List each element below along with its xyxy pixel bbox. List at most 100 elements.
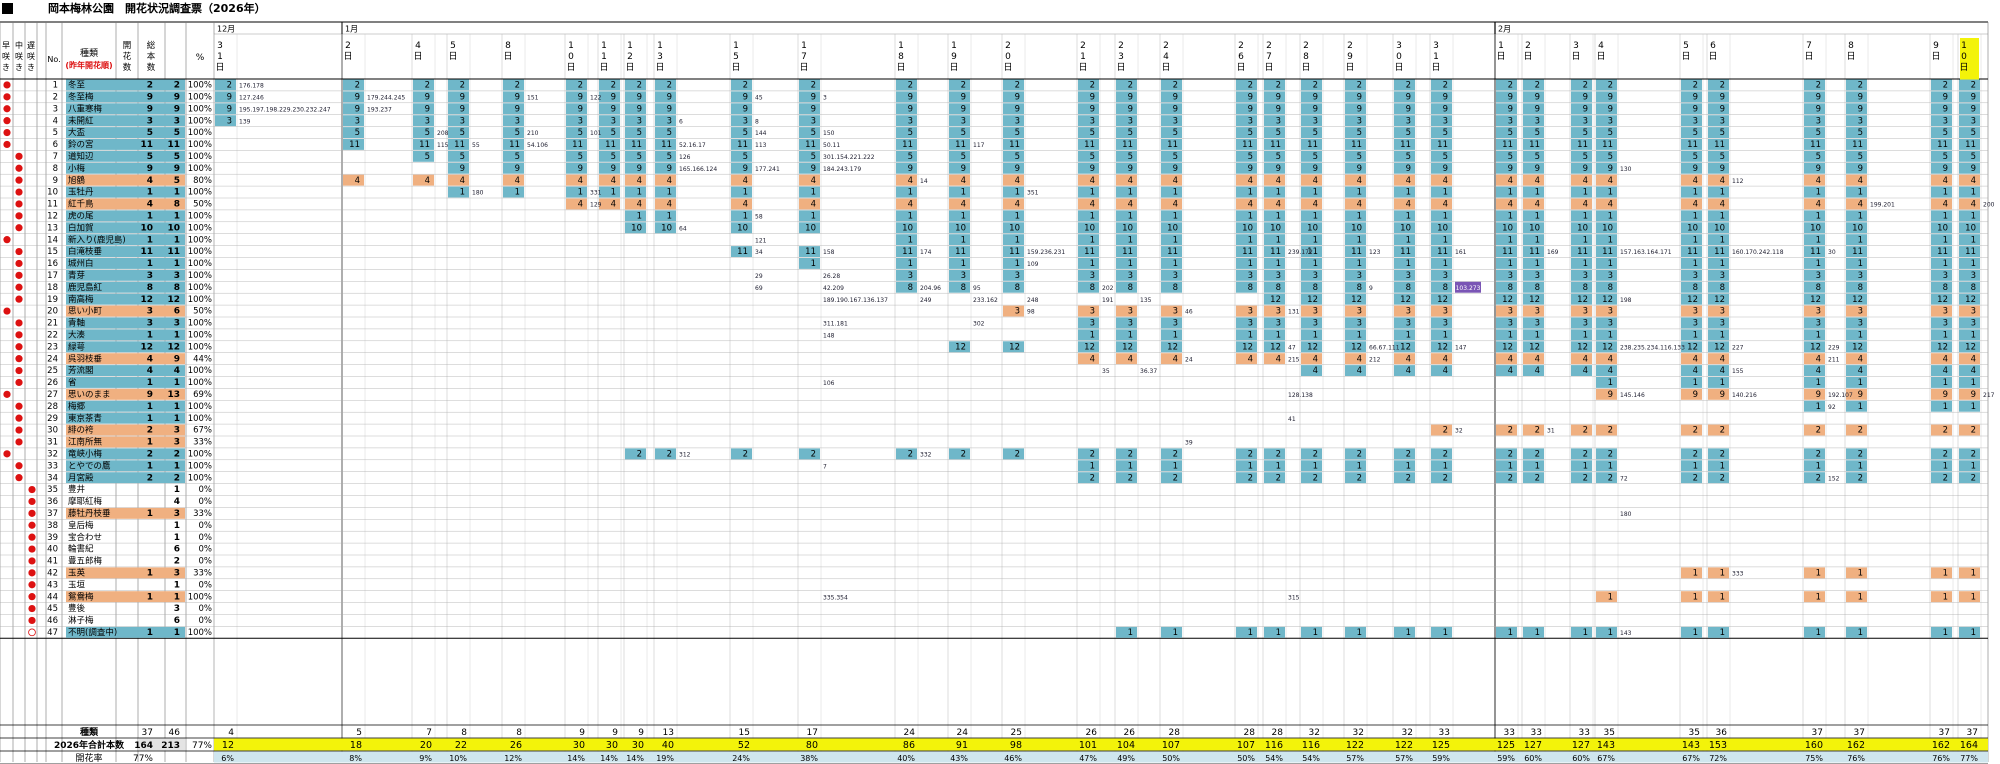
- row-number: 27: [47, 390, 58, 400]
- daily-count: 5: [1816, 128, 1821, 138]
- daily-count: 3: [1535, 319, 1540, 329]
- daily-bloom-cell: [1394, 269, 1415, 281]
- daily-bloom-cell: [1708, 269, 1729, 281]
- category-header-char: き: [2, 63, 10, 72]
- daily-bloom-cell: [1959, 150, 1980, 162]
- daily-count: 2: [1406, 81, 1411, 91]
- daily-kinds-count: 37: [1812, 728, 1823, 738]
- tree-number-note: 14: [920, 178, 928, 185]
- daily-bloom-cell: [1345, 448, 1366, 460]
- daily-bloom-cell: [799, 246, 820, 257]
- daily-count: 2: [1971, 81, 1976, 91]
- daily-count: 9: [1508, 164, 1513, 174]
- daily-bloom-cell: [1431, 222, 1452, 234]
- tree-number-note: 34: [755, 249, 763, 256]
- daily-count: 4: [1443, 176, 1448, 186]
- daily-count: 9: [1276, 92, 1281, 102]
- daily-count: 5: [961, 128, 966, 138]
- tree-number-note: 238.235.234.116.133: [1620, 344, 1685, 351]
- row-percent: 80%: [193, 176, 212, 186]
- date-header-char: 1: [1433, 52, 1439, 62]
- daily-count: 1: [1971, 568, 1976, 578]
- daily-bloom-cell: [1708, 341, 1729, 353]
- daily-count: 5: [1128, 152, 1133, 162]
- kind-cell-fill: [66, 412, 138, 424]
- date-header-char: 日: [1003, 62, 1012, 73]
- daily-kinds-count: 8: [516, 728, 522, 738]
- daily-bloom-cell: [896, 281, 917, 293]
- daily-count: 9: [1608, 164, 1613, 174]
- daily-count: 5: [1406, 152, 1411, 162]
- row-number: 37: [47, 509, 58, 519]
- daily-bloom-cell: [1959, 353, 1980, 365]
- daily-bloom-cell: [731, 115, 752, 127]
- daily-count: 1: [1508, 461, 1513, 471]
- row-kind-name: 緑萼: [68, 341, 86, 352]
- daily-count: 11: [1009, 140, 1020, 150]
- daily-bloom-cell: [1681, 388, 1702, 400]
- row-percent: 100%: [188, 330, 212, 340]
- daily-count: 12: [1307, 295, 1318, 305]
- daily-count: 9: [1443, 92, 1448, 102]
- daily-count: 9: [1720, 104, 1725, 114]
- row-total-count: 11: [167, 247, 180, 257]
- date-header-char: 日: [1846, 51, 1855, 62]
- row-total-count: 3: [174, 509, 180, 519]
- row-total-count: 10: [167, 223, 180, 233]
- daily-bloom-cell: [1596, 186, 1617, 198]
- daily-count: 5: [743, 128, 748, 138]
- date-header-char: 7: [1266, 52, 1272, 62]
- tree-number-note: 112: [1732, 178, 1744, 185]
- daily-bloom-cell: [1681, 377, 1702, 388]
- daily-bloom-cell: [1116, 281, 1137, 293]
- daily-bloom-cell: [1345, 139, 1366, 150]
- row-kind-name: 小梅: [68, 163, 86, 174]
- daily-bloom-cell: [1161, 246, 1182, 257]
- daily-count: 11: [1529, 247, 1540, 257]
- daily-bloom-cell: [1301, 162, 1322, 174]
- daily-bloom-cell: [1394, 317, 1415, 329]
- daily-bloom-cell: [1496, 115, 1517, 127]
- daily-bloom-cell: [1496, 281, 1517, 293]
- daily-count: 11: [1351, 247, 1362, 257]
- row-kind-name: 大盃: [68, 127, 86, 138]
- daily-bloom-cell: [625, 103, 646, 115]
- daily-bloom-cell: [1116, 162, 1137, 174]
- daily-bloom-cell: [503, 103, 524, 115]
- count-cell-fill: [138, 436, 185, 448]
- row-kind-name: 豊五郎梅: [68, 556, 103, 567]
- daily-kinds-count: 9: [612, 728, 618, 738]
- daily-count: 9: [1858, 92, 1863, 102]
- daily-bloom-cell: [1394, 174, 1415, 186]
- daily-count: 4: [1608, 354, 1613, 364]
- daily-count: 2: [1535, 449, 1540, 459]
- daily-count: 3: [1173, 319, 1178, 329]
- tree-number-note: 45: [755, 94, 763, 101]
- daily-total-trees: 122: [1346, 740, 1364, 751]
- daily-count: 1: [1128, 461, 1133, 471]
- daily-count: 1: [1858, 211, 1863, 221]
- daily-count: 1: [667, 211, 672, 221]
- daily-bloom-cell: [1264, 79, 1285, 91]
- bloom-category-dot: [15, 212, 23, 220]
- daily-bloom-cell: [1708, 198, 1729, 210]
- tree-number-note: 30: [1828, 249, 1836, 256]
- daily-bloom-cell: [1236, 472, 1257, 484]
- daily-bloom-cell: [1523, 341, 1544, 353]
- daily-count: 12: [1810, 295, 1821, 305]
- daily-count: 3: [1971, 307, 1976, 317]
- daily-bloom-cell: [1264, 329, 1285, 341]
- daily-bloom-cell: [1708, 448, 1729, 460]
- daily-count: 1: [1858, 628, 1863, 638]
- daily-count: 2: [1015, 81, 1020, 91]
- daily-count: 1: [1858, 568, 1863, 578]
- daily-bloom-cell: [1394, 460, 1415, 472]
- daily-bloom-rate: 76%: [1932, 754, 1950, 763]
- row-number: 39: [47, 533, 58, 543]
- daily-count: 3: [1313, 319, 1318, 329]
- tree-number-note: 46: [1185, 309, 1193, 316]
- daily-count: 1: [1173, 330, 1178, 340]
- daily-count: 1: [961, 235, 966, 245]
- bloom-category-dot: [28, 509, 36, 517]
- daily-bloom-cell: [625, 210, 646, 222]
